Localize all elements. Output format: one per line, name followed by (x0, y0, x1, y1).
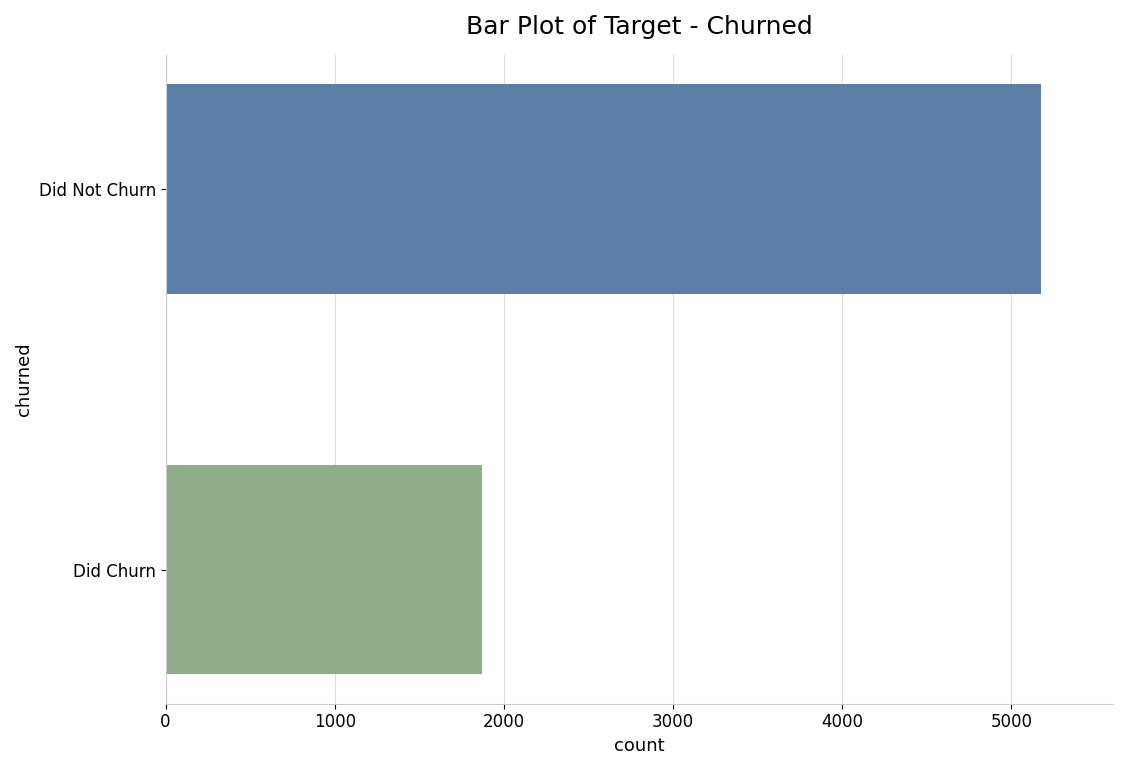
Y-axis label: churned: churned (15, 343, 33, 416)
Bar (166, 85, 1041, 293)
X-axis label: count: count (614, 737, 664, 755)
Bar (166, 465, 482, 675)
Title: Bar Plot of Target - Churned: Bar Plot of Target - Churned (466, 15, 812, 39)
